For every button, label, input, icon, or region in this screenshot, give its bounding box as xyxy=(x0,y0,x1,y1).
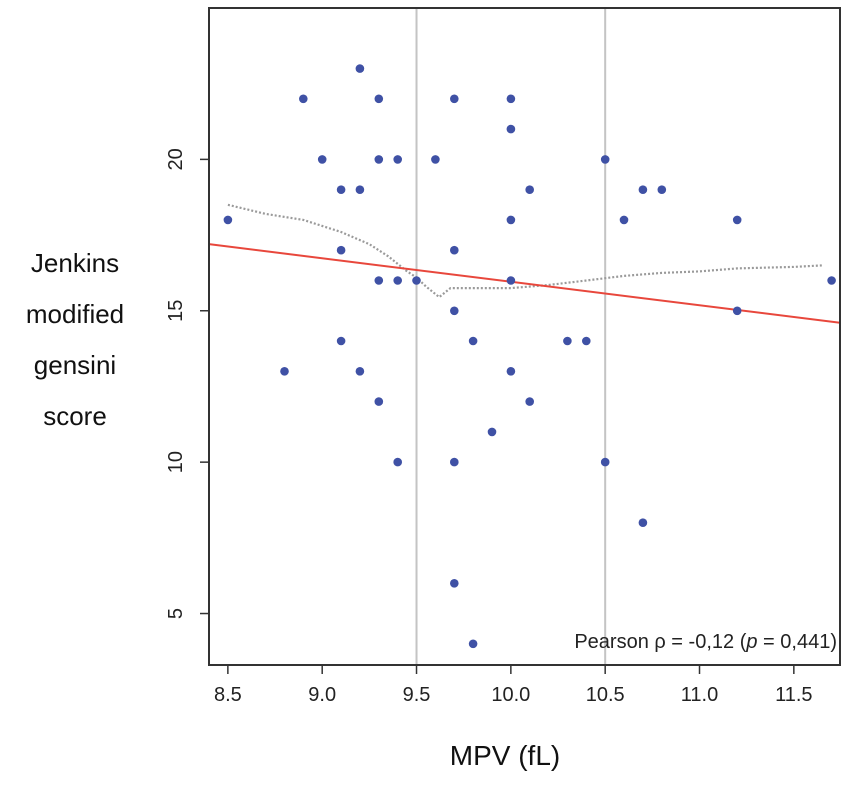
data-point xyxy=(525,185,534,194)
data-point xyxy=(506,367,516,376)
x-axis-label: MPV (fL) xyxy=(449,740,561,771)
y-axis-label: Jenkins modified gensini score xyxy=(0,238,150,442)
data-point xyxy=(600,457,610,467)
plot-frame xyxy=(208,7,841,666)
data-point xyxy=(280,367,289,376)
data-point xyxy=(374,276,384,285)
data-point xyxy=(525,397,534,406)
trend-lines xyxy=(208,203,841,324)
data-point xyxy=(355,185,365,194)
x-tick-label: 11.5 xyxy=(775,684,812,706)
data-point xyxy=(600,155,610,164)
x-tick-label: 9.5 xyxy=(403,684,431,706)
data-point xyxy=(506,215,516,225)
data-point xyxy=(336,336,346,346)
data-point xyxy=(299,94,308,104)
data-point xyxy=(431,155,440,164)
y-tick-label: 10 xyxy=(165,451,187,473)
loess-curve xyxy=(227,203,823,299)
data-point xyxy=(393,276,403,285)
data-point xyxy=(393,155,403,164)
y-axis-label-line: modified xyxy=(25,299,125,329)
x-tick-label: 8.5 xyxy=(214,684,242,706)
data-point xyxy=(657,185,667,194)
reference-lines xyxy=(415,8,607,665)
data-point xyxy=(468,336,478,346)
data-point xyxy=(506,276,516,285)
data-point xyxy=(506,94,516,104)
data-point xyxy=(638,518,648,527)
data-point xyxy=(732,215,742,225)
data-point xyxy=(393,457,403,467)
y-axis-label-line: gensini xyxy=(33,350,117,380)
data-point xyxy=(732,306,742,316)
x-tick-label: 11.0 xyxy=(681,684,718,706)
data-point xyxy=(450,94,459,104)
y-axis-ticks: 5 10 15 20 xyxy=(165,148,209,619)
data-point xyxy=(450,579,459,588)
data-point xyxy=(450,306,459,316)
correlation-annotation: Pearson ρ = -0,12 (p = 0,441) xyxy=(574,631,837,653)
y-axis-label-line: score xyxy=(43,401,107,431)
data-point xyxy=(336,185,346,194)
x-tick-label: 9.0 xyxy=(308,684,336,706)
data-point xyxy=(582,336,591,346)
x-tick-label: 10.0 xyxy=(491,684,530,706)
y-tick-label: 20 xyxy=(165,148,187,170)
data-point xyxy=(563,336,572,346)
data-point xyxy=(374,94,384,104)
data-points xyxy=(223,64,836,649)
annotation-suffix: = 0,441) xyxy=(757,631,837,653)
data-point xyxy=(638,185,648,194)
data-point xyxy=(506,124,516,134)
data-point xyxy=(374,155,384,164)
data-point xyxy=(355,367,365,376)
data-point xyxy=(450,457,459,467)
data-point xyxy=(450,245,459,255)
data-point xyxy=(827,276,836,285)
data-point xyxy=(468,639,478,649)
y-tick-label: 15 xyxy=(165,300,187,322)
x-tick-label: 10.5 xyxy=(586,684,625,706)
data-point xyxy=(412,276,421,285)
data-point xyxy=(223,215,233,225)
data-point xyxy=(336,245,346,255)
data-point xyxy=(487,427,497,437)
data-point xyxy=(619,215,629,225)
data-point xyxy=(317,155,327,164)
data-point xyxy=(355,64,365,73)
y-axis-label-line: Jenkins xyxy=(30,248,120,278)
annotation-p-symbol: p xyxy=(745,631,757,653)
y-tick-label: 5 xyxy=(165,608,187,619)
regression-line xyxy=(208,243,841,324)
annotation-prefix: Pearson ρ = -0,12 ( xyxy=(574,631,746,653)
x-axis-ticks: 8.5 9.0 9.5 10.0 10.5 11.0 11.5 xyxy=(214,665,813,706)
plot-border xyxy=(208,7,841,666)
data-point xyxy=(374,397,384,406)
